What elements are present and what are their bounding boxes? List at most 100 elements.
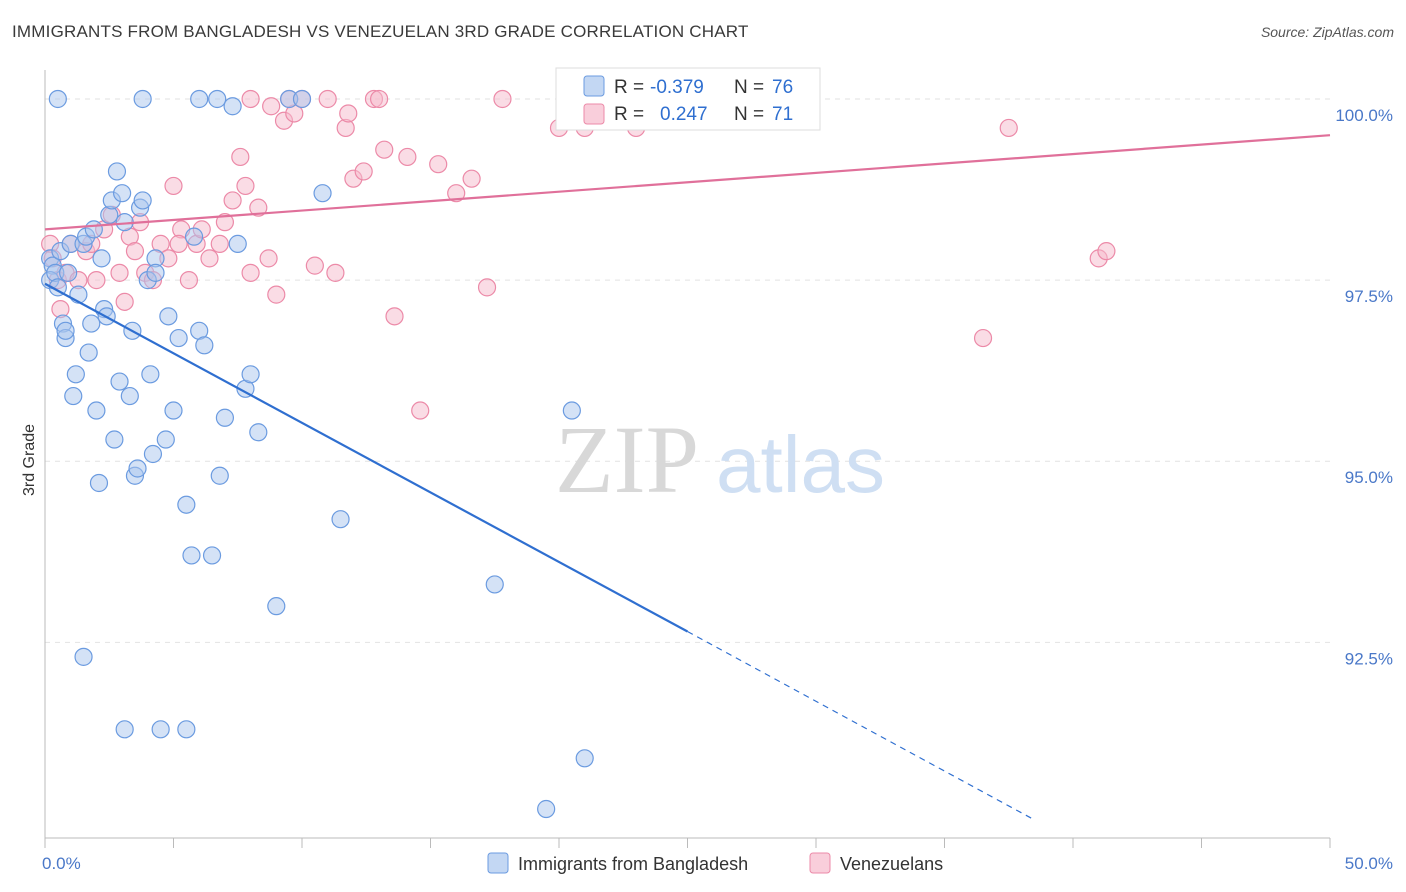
bangladesh-point-47 — [184, 227, 204, 246]
venezuelans-point-21 — [164, 176, 183, 196]
venezuelans-trend-line — [44, 134, 1331, 231]
venezuelans-point-66 — [973, 328, 993, 348]
bangladesh-point-37 — [141, 365, 160, 384]
venezuelans-point-39 — [305, 256, 324, 275]
bangladesh-point-4 — [48, 278, 67, 297]
venezuelans-point-13 — [115, 292, 134, 311]
bangladesh-point-30 — [120, 386, 139, 406]
bangladesh-point-17 — [82, 314, 101, 333]
legend-r-label-1: R = — [614, 77, 644, 98]
bottom-legend-swatch-blue — [487, 852, 509, 874]
bangladesh-point-59 — [292, 89, 312, 109]
venezuelans-point-12 — [110, 263, 129, 282]
bangladesh-point-40 — [151, 720, 170, 739]
legend-r-label-2: R = — [614, 104, 644, 125]
legend-swatch-blue — [583, 75, 605, 97]
bangladesh-point-46 — [182, 546, 201, 565]
bangladesh-point-10 — [56, 321, 75, 340]
bottom-legend-swatch-pink — [809, 852, 831, 874]
bangladesh-point-66 — [485, 575, 504, 594]
y-tick-label-1: 97.5% — [1345, 287, 1393, 306]
bangladesh-point-71 — [115, 720, 134, 739]
bangladesh-point-57 — [267, 597, 286, 616]
gridlines — [45, 98, 1330, 643]
bangladesh-point-43 — [164, 401, 183, 420]
axes — [44, 70, 1331, 848]
legend-n-label-2: N = — [734, 104, 764, 125]
bangladesh-point-12 — [66, 365, 85, 384]
watermark-atlas: atlas — [716, 420, 885, 509]
bangladesh-trend-extension — [687, 630, 1035, 821]
x-tick-labels: 0.0% 50.0% — [42, 854, 1393, 873]
y-tick-label-2: 95.0% — [1345, 468, 1393, 487]
venezuelans-point-30 — [231, 147, 250, 167]
bangladesh-point-56 — [249, 423, 268, 442]
venezuelans-point-28 — [215, 213, 234, 232]
bangladesh-point-44 — [169, 328, 188, 348]
venezuelans-point-34 — [259, 249, 278, 268]
bottom-legend-label-blue: Immigrants from Bangladesh — [518, 854, 748, 874]
venezuelans-point-51 — [447, 184, 466, 203]
venezuelans-point-32 — [241, 263, 260, 282]
bangladesh-point-50 — [202, 546, 222, 565]
bangladesh-point-19 — [87, 401, 106, 420]
bangladesh-point-18 — [84, 220, 103, 239]
bangladesh-point-49 — [195, 336, 214, 355]
bangladesh-point-60 — [313, 184, 332, 203]
trend-lines — [44, 134, 1331, 821]
bangladesh-point-25 — [105, 430, 124, 449]
venezuelans-point-26 — [200, 249, 219, 268]
bangladesh-point-33 — [128, 459, 147, 478]
x-tick-label-1: 50.0% — [1345, 854, 1393, 873]
bangladesh-points — [41, 89, 594, 819]
venezuelans-point-69 — [1097, 242, 1116, 261]
venezuelans-point-52 — [462, 169, 481, 188]
venezuelans-point-46 — [375, 140, 394, 159]
venezuelans-point-48 — [398, 147, 417, 167]
bangladesh-point-27 — [110, 372, 129, 391]
venezuelans-point-54 — [493, 89, 512, 109]
bangladesh-point-42 — [159, 307, 178, 326]
venezuelans-point-55 — [241, 89, 260, 109]
y-tick-label-3: 92.5% — [1345, 649, 1393, 668]
venezuelans-point-70 — [169, 234, 188, 253]
chart-title: IMMIGRANTS FROM BANGLADESH VS VENEZUELAN… — [12, 22, 749, 41]
bangladesh-point-72 — [177, 720, 196, 739]
bangladesh-point-73 — [562, 401, 581, 420]
bangladesh-point-11 — [64, 386, 83, 406]
venezuelans-point-9 — [87, 271, 106, 290]
bottom-legend-label-pink: Venezuelans — [840, 854, 943, 874]
venezuelans-point-35 — [267, 285, 286, 304]
bangladesh-point-20 — [89, 473, 109, 493]
venezuelans-point-31 — [236, 176, 255, 196]
series-legend: Immigrants from Bangladesh Venezuelans — [487, 852, 943, 874]
venezuelans-point-58 — [339, 104, 358, 123]
chart-source: Source: ZipAtlas.com — [1260, 24, 1394, 40]
bangladesh-point-26 — [107, 162, 127, 181]
bangladesh-trend-line — [44, 282, 689, 633]
venezuelans-point-50 — [429, 155, 448, 174]
bangladesh-point-38 — [143, 444, 163, 464]
legend-r-value-2: 0.247 — [660, 104, 708, 125]
bangladesh-point-53 — [228, 234, 247, 253]
y-tick-labels: 100.0% 97.5% 95.0% 92.5% — [1335, 106, 1393, 668]
venezuelans-point-41 — [326, 263, 345, 282]
x-tick-label-0: 0.0% — [42, 854, 81, 873]
venezuelans-point-23 — [179, 271, 199, 290]
bangladesh-point-16 — [79, 343, 98, 362]
bangladesh-point-70 — [74, 647, 93, 666]
bangladesh-point-68 — [537, 799, 556, 819]
venezuelans-point-29 — [223, 191, 242, 210]
y-axis-label: 3rd Grade — [21, 424, 38, 496]
bangladesh-point-21 — [92, 249, 111, 268]
venezuelans-point-49 — [411, 401, 430, 420]
legend-n-label-1: N = — [734, 77, 764, 98]
bangladesh-point-51 — [210, 466, 229, 485]
venezuelans-point-53 — [477, 278, 497, 297]
bangladesh-point-65 — [223, 97, 242, 116]
y-tick-label-0: 100.0% — [1335, 106, 1393, 125]
venezuelans-point-44 — [354, 162, 373, 181]
bangladesh-point-55 — [241, 365, 260, 384]
venezuelans-point-56 — [262, 97, 281, 116]
